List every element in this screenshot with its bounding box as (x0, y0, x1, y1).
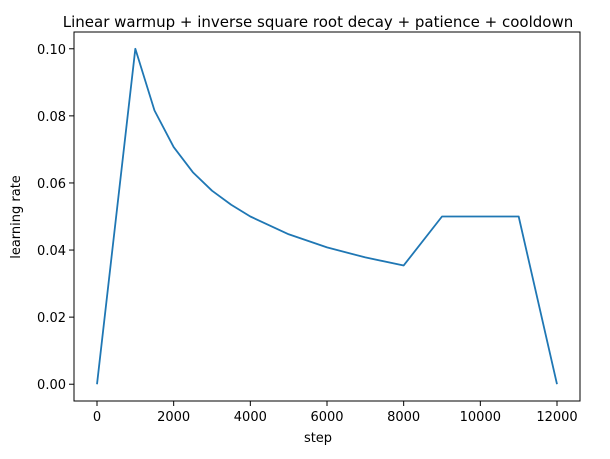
y-tick-label: 0.08 (37, 110, 66, 125)
x-tick-label: 4000 (234, 410, 267, 425)
y-tick-label: 0.02 (37, 311, 66, 326)
x-axis-label: step (304, 431, 332, 446)
y-tick-label: 0.06 (37, 177, 66, 192)
series-line (96, 47, 558, 385)
y-axis-label: learning rate (9, 175, 24, 259)
x-tick-label: 10000 (460, 410, 501, 425)
x-tick-label: 2000 (157, 410, 190, 425)
y-axis: 0.00 0.02 0.04 0.06 0.08 0.10 (37, 43, 74, 393)
x-tick-label: 6000 (310, 410, 343, 425)
x-axis: 0 2000 4000 6000 8000 10000 12000 (93, 401, 578, 425)
x-tick-label: 8000 (387, 410, 420, 425)
y-tick-label: 0.10 (37, 43, 66, 58)
x-tick-label: 0 (93, 410, 101, 425)
x-tick-label: 12000 (536, 410, 577, 425)
series-layer (96, 47, 558, 385)
y-tick-label: 0.00 (37, 378, 66, 393)
chart-title: Linear warmup + inverse square root deca… (63, 13, 573, 31)
y-tick-label: 0.04 (37, 244, 66, 259)
